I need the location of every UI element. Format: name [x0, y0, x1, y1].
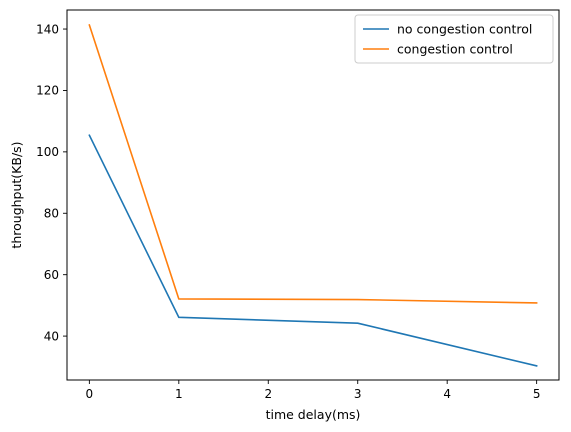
- legend: no congestion control congestion control: [354, 14, 554, 64]
- x-axis-label: time delay(ms): [266, 407, 361, 422]
- x-tick-label: 0: [86, 387, 94, 401]
- legend-label-0: no congestion control: [397, 22, 532, 37]
- y-tick-label: 40: [44, 329, 59, 343]
- plot-frame: [66, 9, 560, 381]
- y-axis-label: throughput(KB/s): [9, 141, 24, 248]
- legend-label-1: congestion control: [397, 42, 513, 57]
- y-tick-label: 80: [44, 207, 59, 221]
- x-tick-label: 4: [443, 387, 451, 401]
- y-axis-ticks: 40 60 80 100 120 140: [36, 22, 67, 343]
- x-tick-label: 3: [354, 387, 362, 401]
- x-tick-label: 1: [175, 387, 183, 401]
- x-tick-label: 2: [264, 387, 272, 401]
- legend-box: [354, 14, 554, 64]
- y-tick-label: 140: [36, 22, 59, 36]
- y-tick-label: 60: [44, 268, 59, 282]
- y-tick-label: 120: [36, 84, 59, 98]
- series-layer: [88, 24, 538, 367]
- series-line-0: [88, 134, 538, 367]
- y-tick-label: 100: [36, 145, 59, 159]
- series-line-1: [88, 24, 538, 304]
- x-tick-label: 5: [533, 387, 541, 401]
- x-axis-ticks: 0 1 2 3 4 5: [86, 380, 541, 401]
